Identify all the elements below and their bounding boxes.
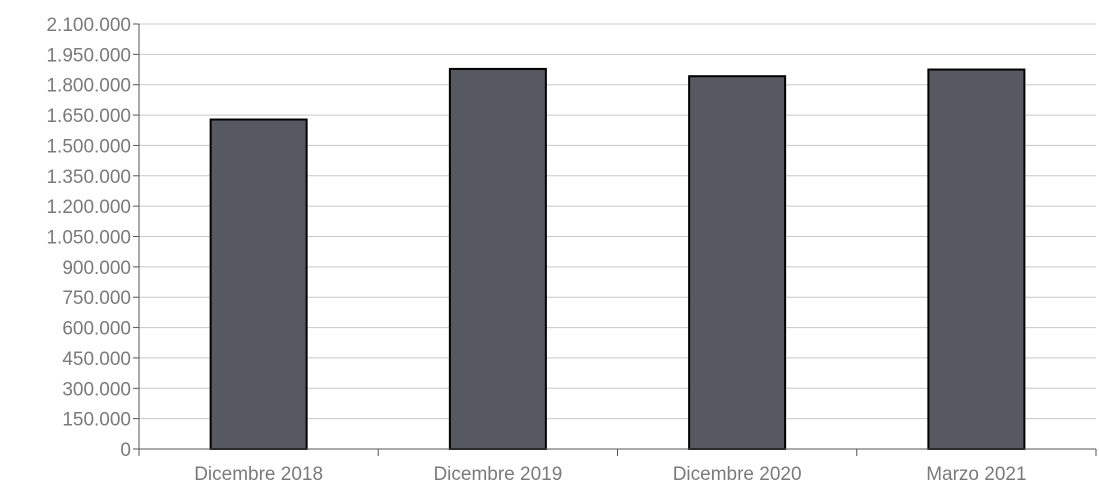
bar bbox=[927, 68, 1026, 451]
y-tick-label: 750.000 bbox=[62, 288, 131, 309]
axes bbox=[133, 23, 1097, 456]
x-category-label: Dicembre 2018 bbox=[194, 464, 323, 485]
y-tick-label: 1.950.000 bbox=[46, 45, 131, 66]
y-tick-label: 1.050.000 bbox=[46, 228, 131, 249]
y-tick-label: 2.100.000 bbox=[46, 15, 131, 36]
x-category-label: Dicembre 2020 bbox=[673, 464, 802, 485]
bar bbox=[209, 118, 308, 451]
bars bbox=[209, 67, 1026, 451]
y-tick-label: 600.000 bbox=[62, 319, 131, 340]
x-category-label: Dicembre 2019 bbox=[433, 464, 562, 485]
bar bbox=[448, 67, 547, 451]
bar bbox=[688, 75, 787, 450]
y-tick-label: 1.650.000 bbox=[46, 106, 131, 127]
y-tick-label: 450.000 bbox=[62, 349, 131, 370]
y-tick-label: 900.000 bbox=[62, 258, 131, 279]
x-axis-category-labels: Dicembre 2018 Dicembre 2019 Dicembre 2020 M… bbox=[194, 464, 1026, 485]
y-tick-label: 1.500.000 bbox=[46, 136, 131, 157]
y-tick-label: 300.000 bbox=[62, 379, 131, 400]
y-axis-tick-labels: 0 150.000 300.000 450.000 600.000 750.000 900.… bbox=[46, 15, 131, 461]
y-tick-label: 1.800.000 bbox=[46, 76, 131, 97]
x-category-label: Marzo 2021 bbox=[926, 464, 1026, 485]
y-tick-label: 1.200.000 bbox=[46, 197, 131, 218]
y-tick-label: 0 bbox=[120, 440, 131, 461]
y-tick-label: 150.000 bbox=[62, 410, 131, 431]
y-tick-label: 1.350.000 bbox=[46, 167, 131, 188]
